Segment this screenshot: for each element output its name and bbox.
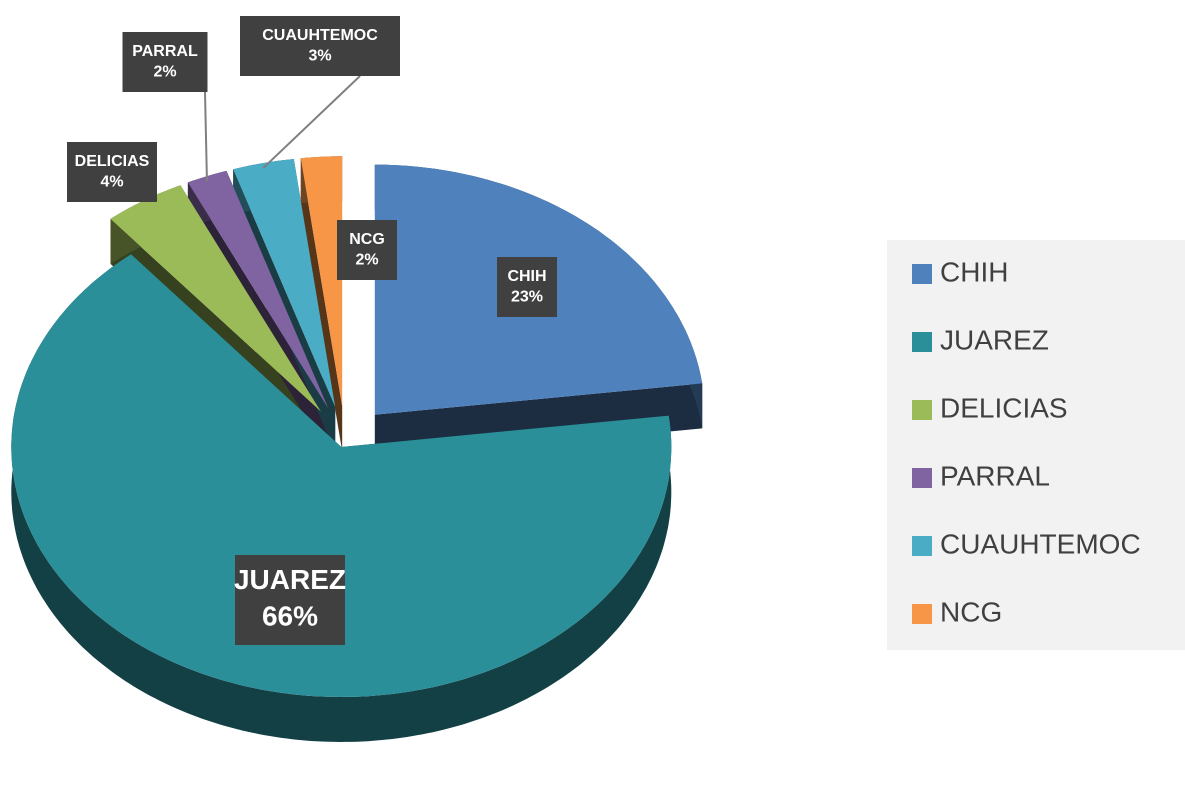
label-name: CUAUHTEMOC bbox=[262, 27, 378, 44]
label-value: 23% bbox=[511, 289, 543, 306]
label-name: NCG bbox=[349, 231, 385, 248]
slice-wall bbox=[300, 158, 343, 452]
legend-swatch bbox=[912, 604, 932, 624]
leader-line bbox=[262, 75, 361, 169]
legend-label: NCG bbox=[940, 596, 1002, 627]
legend-label: CUAUHTEMOC bbox=[940, 528, 1141, 559]
legend-label: DELICIAS bbox=[940, 392, 1068, 423]
slice bbox=[110, 185, 321, 412]
data-label: PARRAL 2% bbox=[122, 32, 208, 182]
legend-swatch bbox=[912, 536, 932, 556]
legend-swatch bbox=[912, 332, 932, 352]
data-label: CUAUHTEMOC 3% bbox=[240, 16, 400, 169]
legend-swatch bbox=[912, 400, 932, 420]
label-box bbox=[67, 142, 157, 202]
data-label: CHIH 23% bbox=[497, 257, 557, 317]
slice bbox=[11, 254, 672, 698]
label-value: 2% bbox=[153, 64, 176, 81]
label-box bbox=[337, 220, 397, 280]
label-value: 3% bbox=[308, 48, 331, 65]
label-name: CHIH bbox=[507, 268, 546, 285]
legend-label: CHIH bbox=[940, 256, 1008, 287]
legend-box bbox=[887, 240, 1185, 650]
data-label: NCG 2% bbox=[337, 220, 397, 280]
leader-line bbox=[204, 91, 208, 182]
legend-label: JUAREZ bbox=[940, 324, 1049, 355]
label-box bbox=[122, 32, 208, 92]
legend-swatch bbox=[912, 468, 932, 488]
label-name: PARRAL bbox=[132, 43, 198, 60]
data-label: DELICIAS 4% bbox=[67, 142, 157, 202]
label-box bbox=[497, 257, 557, 317]
data-label: JUAREZ 66% bbox=[234, 555, 346, 645]
slice bbox=[300, 156, 343, 407]
slice bbox=[187, 170, 329, 409]
label-name: DELICIAS bbox=[75, 153, 150, 170]
label-box bbox=[235, 555, 345, 645]
label-value: 4% bbox=[100, 174, 123, 191]
legend-label: PARRAL bbox=[940, 460, 1050, 491]
legend-swatch bbox=[912, 264, 932, 284]
label-box bbox=[240, 16, 400, 76]
label-value: 66% bbox=[262, 601, 318, 632]
slice bbox=[233, 159, 336, 408]
label-value: 2% bbox=[355, 252, 378, 269]
label-name: JUAREZ bbox=[234, 564, 346, 595]
